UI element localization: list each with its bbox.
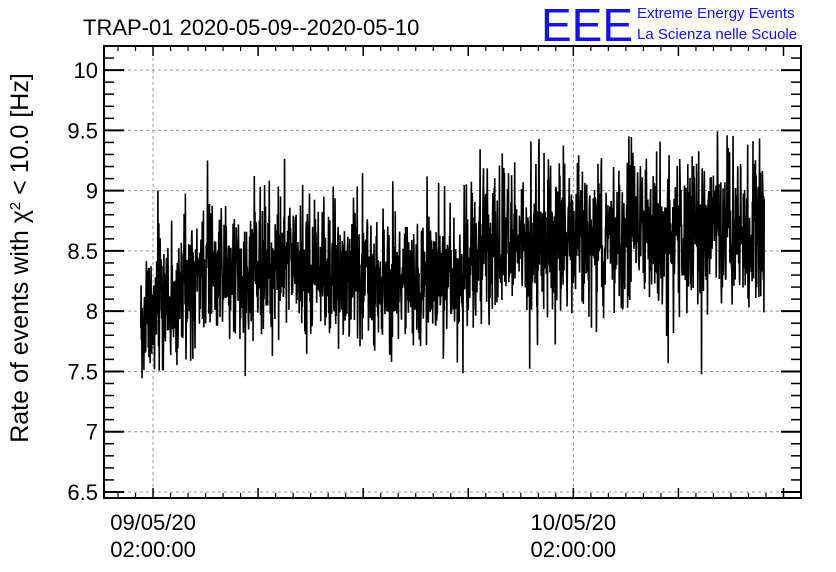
y-tick-labels: 6.5 7 7.5 8 8.5 9 9.5 10 — [67, 58, 98, 505]
series-layer — [139, 131, 766, 379]
eee-logo: EEE Extreme Energy Events La Scienza nel… — [541, 0, 797, 51]
y-tick-label: 9 — [86, 179, 98, 204]
x-tick-label: 02:00:00 — [110, 537, 196, 562]
y-tick-label: 9.5 — [67, 118, 98, 143]
y-label-sup: 2 — [7, 202, 24, 210]
x-tick-label: 02:00:00 — [531, 537, 617, 562]
x-tick-label: 09/05/20 — [110, 510, 196, 535]
eee-logo-line2: La Scienza nelle Scuole — [637, 26, 797, 43]
y-label-suffix: < 10.0 [Hz] — [6, 73, 34, 202]
y-label-chi: χ — [6, 210, 34, 223]
y-tick-label: 10 — [74, 58, 98, 83]
plot-frame — [103, 45, 802, 499]
y-axis-label: Rate of events with χ2 < 10.0 [Hz] — [6, 73, 34, 443]
chart-title: TRAP-01 2020-05-09--2020-05-10 — [83, 15, 419, 40]
y-tick-label: 6.5 — [67, 480, 98, 505]
y-tick-label: 7 — [86, 420, 98, 445]
y-tick-label: 7.5 — [67, 359, 98, 384]
y-tick-label: 8.5 — [67, 239, 98, 264]
x-tick-label: 10/05/20 — [531, 510, 617, 535]
y-tick-label: 8 — [86, 299, 98, 324]
eee-logo-line1: Extreme Energy Events — [637, 5, 795, 22]
eee-logo-mark: EEE — [541, 0, 633, 51]
series-line-0 — [139, 131, 766, 379]
axes — [103, 45, 802, 499]
y-label-prefix: Rate of events with — [6, 223, 34, 443]
